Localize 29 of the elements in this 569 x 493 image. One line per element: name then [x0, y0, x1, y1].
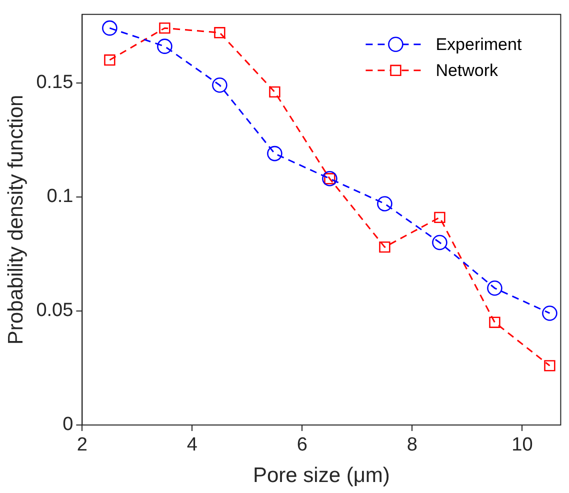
x-axis-title: Pore size (μm) [252, 464, 390, 488]
x-tick-label: 4 [186, 434, 198, 456]
point [104, 54, 116, 66]
y-axis-title: Probability density function [4, 94, 28, 345]
y-tick-label: 0.1 [46, 186, 74, 208]
legend-label: Network [436, 61, 499, 80]
x-tick-label: 6 [296, 434, 308, 456]
point [487, 280, 502, 296]
point [212, 77, 228, 93]
y-tick-label: 0 [62, 414, 74, 436]
point [157, 38, 172, 54]
point [542, 306, 558, 321]
point [489, 316, 500, 328]
point [432, 234, 448, 250]
point [379, 241, 390, 253]
point [214, 27, 226, 38]
x-tick-label: 2 [76, 434, 88, 456]
x-tick-label: 8 [406, 434, 418, 456]
y-tick-label: 0.15 [36, 72, 74, 94]
point [544, 360, 556, 372]
point [267, 146, 282, 162]
point [434, 212, 446, 224]
point [377, 196, 392, 212]
point [269, 86, 280, 98]
point [159, 22, 170, 34]
legend-label: Experiment [436, 35, 522, 54]
y-tick-label: 0.05 [36, 300, 74, 322]
point [102, 20, 118, 36]
x-tick-label: 10 [512, 434, 533, 456]
